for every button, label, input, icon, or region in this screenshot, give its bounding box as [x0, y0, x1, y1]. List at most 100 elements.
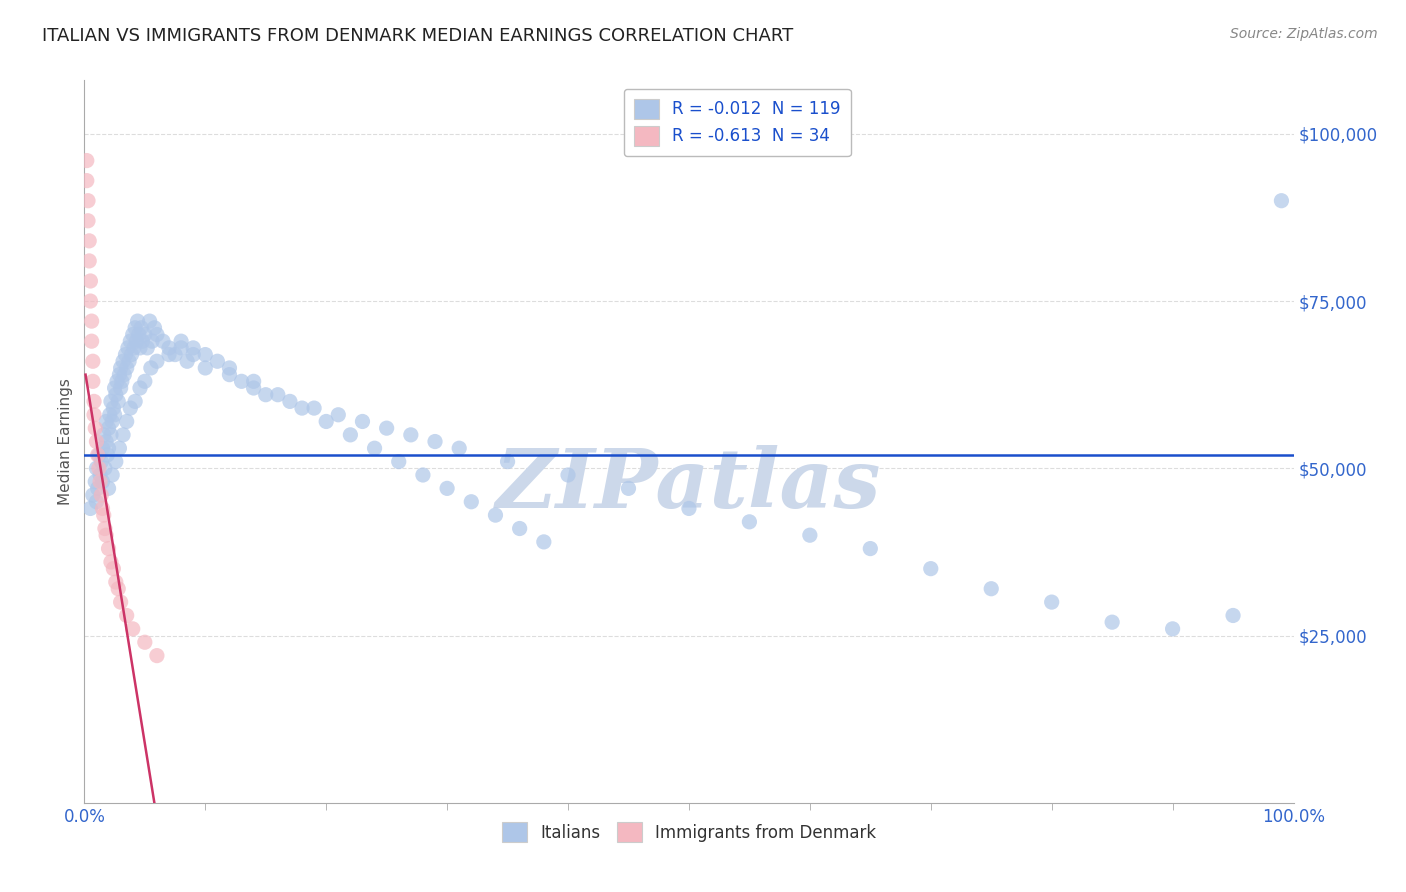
- Point: [104, 575, 127, 590]
- Point: [82, 354, 104, 368]
- Point: [104, 454, 127, 469]
- Point: [139, 361, 162, 376]
- Point: [98, 408, 121, 422]
- Point: [112, 368, 135, 382]
- Point: [146, 327, 169, 342]
- Point: [103, 562, 125, 576]
- Point: [207, 354, 229, 368]
- Point: [115, 414, 138, 428]
- Point: [91, 441, 114, 455]
- Point: [110, 595, 132, 609]
- Point: [100, 555, 122, 569]
- Point: [79, 274, 101, 288]
- Point: [97, 541, 120, 556]
- Point: [101, 414, 124, 428]
- Point: [112, 354, 135, 368]
- Point: [121, 327, 143, 342]
- Point: [1222, 608, 1244, 623]
- Point: [97, 421, 120, 435]
- Point: [83, 394, 105, 409]
- Point: [100, 394, 122, 409]
- Point: [77, 234, 100, 248]
- Point: [533, 534, 555, 549]
- Point: [91, 501, 114, 516]
- Point: [165, 348, 187, 362]
- Point: [138, 314, 160, 328]
- Point: [218, 368, 240, 382]
- Point: [328, 408, 350, 422]
- Point: [146, 648, 169, 663]
- Point: [460, 494, 482, 508]
- Point: [315, 414, 337, 428]
- Point: [89, 475, 111, 489]
- Point: [86, 448, 108, 462]
- Point: [97, 482, 120, 496]
- Point: [436, 482, 458, 496]
- Point: [86, 494, 108, 508]
- Point: [118, 354, 141, 368]
- Point: [108, 368, 131, 382]
- Point: [134, 375, 156, 389]
- Point: [76, 173, 98, 188]
- Point: [89, 467, 111, 482]
- Point: [110, 381, 132, 395]
- Point: [799, 528, 821, 542]
- Point: [278, 394, 301, 409]
- Point: [83, 408, 105, 422]
- Point: [86, 461, 108, 475]
- Point: [90, 488, 112, 502]
- Point: [94, 528, 117, 542]
- Point: [423, 434, 446, 449]
- Point: [115, 361, 138, 376]
- Text: ITALIAN VS IMMIGRANTS FROM DENMARK MEDIAN EARNINGS CORRELATION CHART: ITALIAN VS IMMIGRANTS FROM DENMARK MEDIA…: [42, 27, 793, 45]
- Point: [170, 334, 193, 348]
- Legend: Italians, Immigrants from Denmark: Italians, Immigrants from Denmark: [492, 812, 886, 852]
- Point: [104, 381, 127, 395]
- Point: [129, 341, 152, 355]
- Point: [124, 320, 146, 334]
- Point: [121, 348, 143, 362]
- Point: [218, 361, 240, 376]
- Point: [143, 320, 166, 334]
- Point: [194, 348, 217, 362]
- Point: [134, 635, 156, 649]
- Point: [100, 427, 122, 442]
- Point: [157, 341, 180, 355]
- Point: [121, 622, 143, 636]
- Y-axis label: Median Earnings: Median Earnings: [58, 378, 73, 505]
- Point: [79, 293, 101, 308]
- Point: [131, 334, 153, 348]
- Point: [77, 194, 100, 208]
- Point: [110, 361, 132, 376]
- Point: [339, 427, 361, 442]
- Point: [128, 327, 150, 342]
- Point: [105, 375, 128, 389]
- Point: [738, 515, 761, 529]
- Point: [82, 488, 104, 502]
- Point: [194, 361, 217, 376]
- Point: [97, 441, 120, 455]
- Point: [115, 608, 138, 623]
- Point: [136, 341, 159, 355]
- Point: [91, 475, 114, 489]
- Point: [111, 375, 134, 389]
- Point: [107, 394, 129, 409]
- Point: [94, 521, 117, 535]
- Point: [1270, 194, 1292, 208]
- Point: [509, 521, 531, 535]
- Point: [678, 501, 700, 516]
- Point: [291, 401, 314, 416]
- Point: [242, 381, 264, 395]
- Point: [352, 414, 374, 428]
- Point: [399, 427, 422, 442]
- Point: [181, 341, 204, 355]
- Point: [120, 334, 142, 348]
- Point: [120, 401, 142, 416]
- Point: [94, 461, 117, 475]
- Point: [94, 434, 117, 449]
- Point: [129, 381, 152, 395]
- Point: [80, 314, 103, 328]
- Point: [114, 348, 136, 362]
- Point: [117, 341, 139, 355]
- Point: [112, 427, 135, 442]
